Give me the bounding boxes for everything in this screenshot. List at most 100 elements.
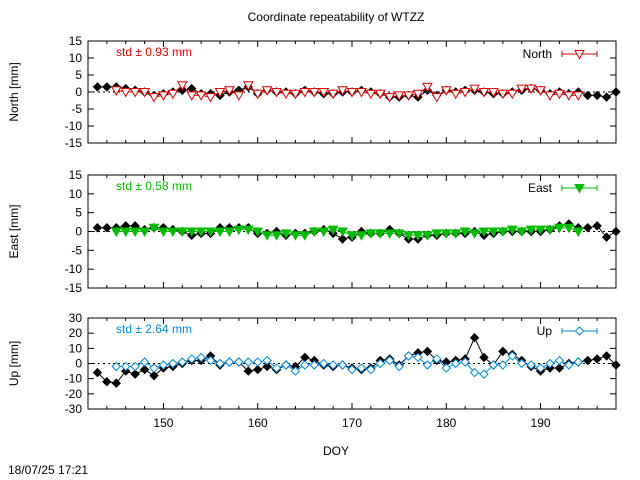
data-point-colored <box>375 358 385 369</box>
data-point-colored <box>158 91 169 101</box>
data-point-black <box>498 346 508 357</box>
data-point-colored <box>450 89 462 100</box>
data-point-colored <box>488 88 499 98</box>
data-point-black <box>92 367 103 378</box>
y-tick-label: 5 <box>75 68 82 82</box>
data-point-colored <box>252 227 264 238</box>
data-point-colored <box>290 366 301 376</box>
data-point-colored <box>224 357 235 367</box>
data-point-colored <box>356 363 367 373</box>
data-point-colored <box>544 225 556 236</box>
data-point-colored <box>403 231 414 241</box>
data-point-colored <box>271 363 282 373</box>
data-point-colored <box>554 223 565 234</box>
data-point-colored <box>440 229 452 239</box>
data-point-colored <box>337 360 348 370</box>
data-point-black <box>592 221 602 231</box>
data-point-colored <box>187 354 197 364</box>
east-panel: 15 10 5 0 -5 -10 -15 East [mm] std ± 0.58 mm East <box>7 168 621 295</box>
legend-marker <box>574 50 585 60</box>
data-point-colored <box>384 93 396 103</box>
data-point-colored <box>205 355 216 366</box>
data-point-colored <box>148 223 160 234</box>
data-point-black <box>601 92 612 102</box>
data-point-colored <box>167 89 179 100</box>
data-point-black <box>102 82 112 92</box>
data-point-colored <box>129 88 141 98</box>
data-point-colored <box>149 363 159 373</box>
data-point-colored <box>535 225 546 236</box>
data-point-black <box>102 376 112 387</box>
data-point-colored <box>394 361 404 372</box>
y-tick-label: 20 <box>69 326 83 340</box>
data-point-colored <box>412 89 424 100</box>
data-point-colored <box>563 91 575 101</box>
y-tick-label: 10 <box>69 187 83 201</box>
data-point-colored <box>148 93 160 103</box>
data-point-colored <box>262 355 272 366</box>
data-point-colored <box>168 358 178 369</box>
data-point-colored <box>459 227 471 238</box>
data-point-black <box>601 232 612 242</box>
data-point-colored <box>214 88 226 98</box>
data-point-colored <box>280 89 292 100</box>
data-point-colored <box>299 231 311 241</box>
y-axis-label: Up [mm] <box>7 341 21 386</box>
x-tick-label: 190 <box>531 416 551 430</box>
data-point-colored <box>403 351 414 361</box>
data-point-colored <box>393 91 405 101</box>
y-tick-label: -30 <box>65 402 83 416</box>
data-point-colored <box>516 84 528 95</box>
data-point-colored <box>167 227 179 238</box>
data-point-colored <box>233 91 245 101</box>
y-tick-label: 5 <box>75 206 82 220</box>
data-point-black <box>102 223 112 233</box>
x-axis-label: DOY <box>323 444 349 458</box>
data-point-colored <box>497 89 509 100</box>
data-point-colored <box>290 231 301 241</box>
data-point-colored <box>507 351 517 361</box>
y-tick-label: 0 <box>75 85 82 99</box>
data-point-colored <box>563 223 575 234</box>
data-point-colored <box>195 227 207 238</box>
data-point-colored <box>252 89 264 100</box>
data-point-colored <box>488 227 499 238</box>
data-point-colored <box>261 231 273 241</box>
data-point-colored <box>129 227 141 238</box>
y-tick-label: 15 <box>69 168 83 182</box>
data-point-black <box>92 82 103 92</box>
data-point-colored <box>243 357 253 367</box>
data-point-colored <box>195 91 207 101</box>
data-point-black <box>583 223 593 233</box>
data-point-colored <box>422 360 433 370</box>
data-point-colored <box>517 358 527 369</box>
data-point-colored <box>535 363 546 373</box>
data-point-black <box>139 364 150 375</box>
data-point-colored <box>412 231 424 241</box>
data-point-colored <box>525 225 537 236</box>
y-tick-label: -5 <box>71 102 82 116</box>
y-tick-label: 30 <box>69 311 83 325</box>
data-point-black <box>479 352 489 363</box>
y-tick-label: 0 <box>75 225 82 239</box>
data-point-colored <box>441 363 451 373</box>
data-point-colored <box>346 88 358 98</box>
data-point-colored <box>139 227 150 238</box>
data-point-colored <box>413 352 423 363</box>
data-point-colored <box>308 227 320 238</box>
data-point-colored <box>309 360 319 370</box>
y-axis-label: East [mm] <box>7 204 21 258</box>
data-point-colored <box>319 358 329 369</box>
timestamp: 18/07/25 17:21 <box>8 463 88 477</box>
data-point-colored <box>572 227 584 238</box>
data-point-colored <box>356 231 367 241</box>
data-point-colored <box>233 225 245 236</box>
data-point-colored <box>158 360 169 370</box>
data-point-black <box>262 361 272 372</box>
data-point-black <box>422 346 433 357</box>
data-point-black <box>469 333 480 343</box>
data-point-colored <box>242 225 254 236</box>
data-point-colored <box>318 227 330 238</box>
data-point-colored <box>337 227 348 238</box>
data-point-colored <box>422 231 433 241</box>
